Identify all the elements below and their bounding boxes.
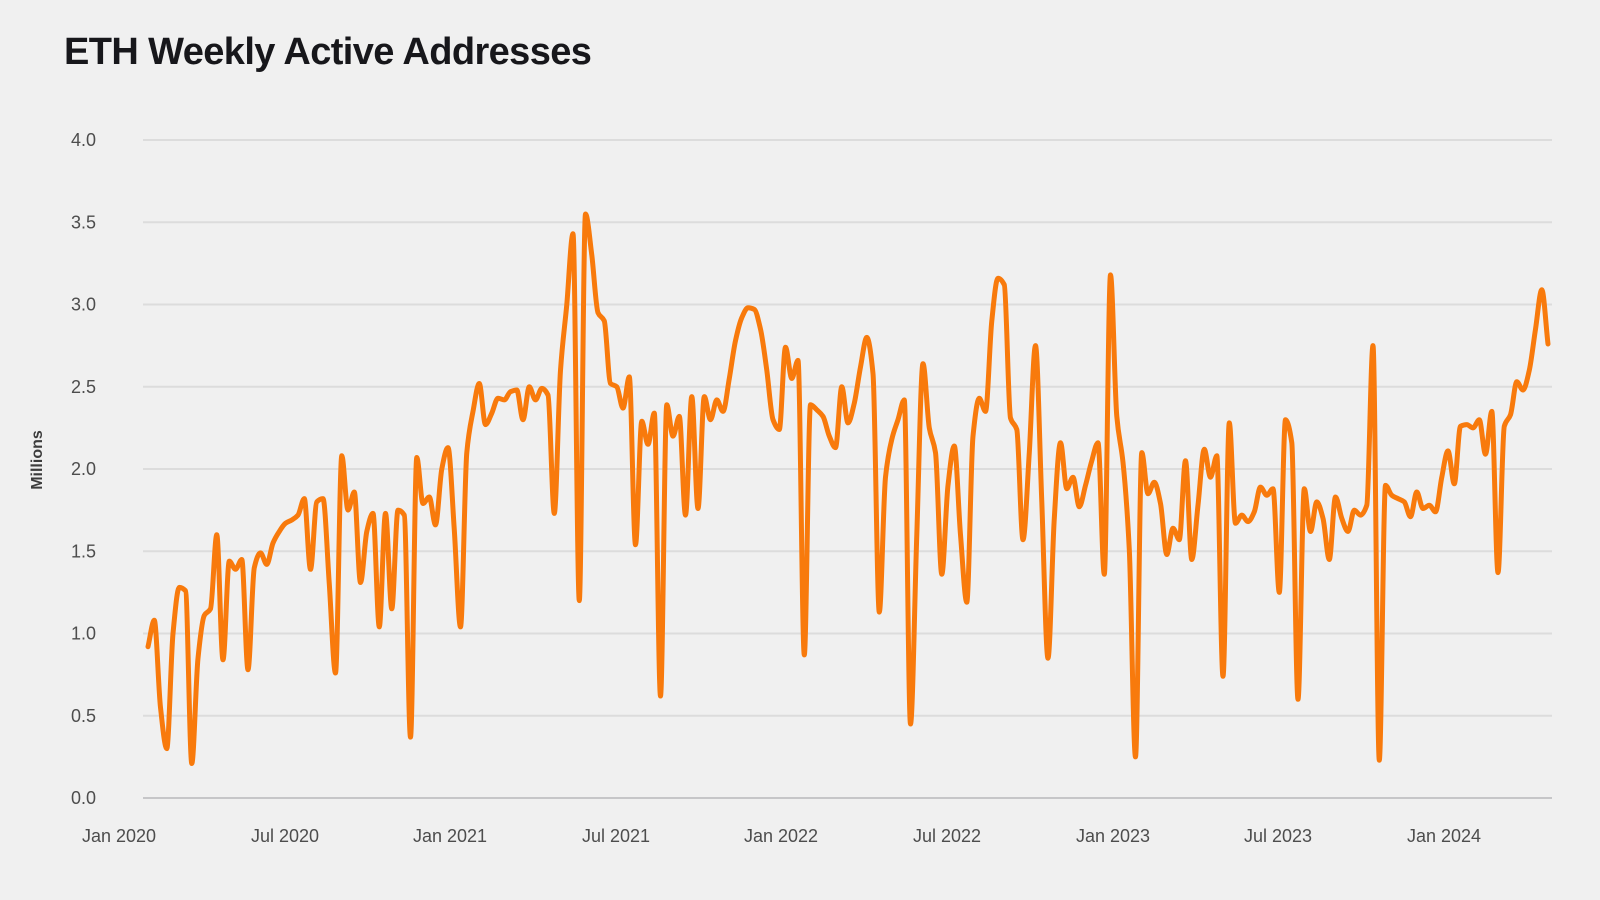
x-axis-tick-labels: Jan 2020 Jul 2020 Jan 2021 Jul 2021 Jan 2022…: [82, 826, 1481, 846]
y-tick-label: 3.5: [71, 212, 96, 232]
chart-title: ETH Weekly Active Addresses: [64, 31, 592, 73]
y-tick-label: 1.0: [71, 624, 96, 644]
y-tick-label: 3.0: [71, 295, 96, 315]
y-tick-label: 2.0: [71, 459, 96, 479]
y-axis-tick-labels: 4.0 3.5 3.0 2.5 2.0 1.5 1.0 0.5 0.0: [71, 130, 96, 808]
y-tick-label: 0.0: [71, 788, 96, 808]
x-tick-label: Jul 2022: [913, 826, 981, 846]
x-tick-label: Jan 2021: [413, 826, 487, 846]
x-tick-label: Jan 2023: [1076, 826, 1150, 846]
x-tick-label: Jan 2022: [744, 826, 818, 846]
x-tick-label: Jul 2020: [251, 826, 319, 846]
x-tick-label: Jan 2024: [1407, 826, 1481, 846]
y-tick-label: 4.0: [71, 130, 96, 150]
data-series-line: [145, 211, 1551, 766]
y-tick-label: 0.5: [71, 706, 96, 726]
x-tick-label: Jul 2023: [1244, 826, 1312, 846]
y-tick-label: 2.5: [71, 377, 96, 397]
gridlines: [143, 139, 1552, 799]
x-tick-label: Jan 2020: [82, 826, 156, 846]
x-tick-label: Jul 2021: [582, 826, 650, 846]
y-tick-label: 1.5: [71, 541, 96, 561]
